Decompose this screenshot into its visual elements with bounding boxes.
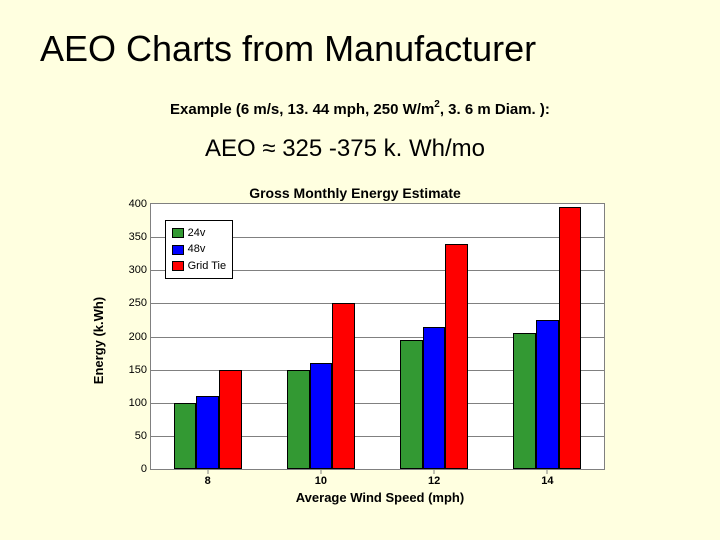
chart-title: Gross Monthly Energy Estimate — [100, 185, 610, 201]
bar — [219, 370, 242, 469]
bar — [423, 327, 446, 469]
bar — [196, 396, 219, 469]
bar — [174, 403, 197, 469]
legend-row: 48v — [172, 241, 227, 258]
x-tick-label: 8 — [205, 475, 211, 487]
x-tick-label: 10 — [315, 475, 327, 487]
y-tick-label: 0 — [141, 463, 151, 475]
x-tick-mark — [207, 469, 208, 474]
x-tick-label: 14 — [541, 475, 553, 487]
y-tick-label: 200 — [129, 331, 151, 343]
legend-row: Grid Tie — [172, 258, 227, 275]
chart-container: Gross Monthly Energy Estimate Energy (k.… — [100, 185, 610, 505]
bar — [287, 370, 310, 469]
y-tick-label: 400 — [129, 198, 151, 210]
bar — [559, 207, 582, 469]
bar — [445, 244, 468, 469]
x-tick-mark — [434, 469, 435, 474]
plot-area: 050100150200250300350400810121424v48vGri… — [150, 203, 605, 470]
example-subtitle: Example (6 m/s, 13. 44 mph, 250 W/m2, 3.… — [170, 100, 550, 118]
bar — [513, 333, 536, 469]
subtitle-super: 2 — [434, 99, 440, 110]
x-tick-mark — [547, 469, 548, 474]
legend-swatch — [172, 261, 184, 271]
bar — [332, 303, 355, 469]
legend-swatch — [172, 245, 184, 255]
x-axis-label: Average Wind Speed (mph) — [150, 490, 610, 505]
y-tick-label: 50 — [135, 430, 151, 442]
y-tick-label: 250 — [129, 297, 151, 309]
legend-row: 24v — [172, 225, 227, 242]
bar — [536, 320, 559, 469]
legend-label: 48v — [188, 241, 206, 258]
legend-swatch — [172, 228, 184, 238]
y-tick-label: 100 — [129, 397, 151, 409]
legend: 24v48vGrid Tie — [165, 220, 234, 280]
subtitle-suf: , 3. 6 m Diam. ): — [440, 101, 550, 118]
bar — [310, 363, 333, 469]
legend-label: Grid Tie — [188, 258, 227, 275]
slide: AEO Charts from Manufacturer Example (6 … — [0, 0, 720, 540]
y-tick-label: 150 — [129, 364, 151, 376]
gridline — [151, 303, 604, 304]
x-tick-label: 12 — [428, 475, 440, 487]
y-tick-label: 350 — [129, 231, 151, 243]
y-axis-label: Energy (k.Wh) — [88, 205, 110, 475]
bar — [400, 340, 423, 469]
page-title: AEO Charts from Manufacturer — [40, 28, 536, 70]
legend-label: 24v — [188, 225, 206, 242]
subtitle-pre: Example (6 m/s, 13. 44 mph, 250 W/m — [170, 101, 434, 118]
x-tick-mark — [320, 469, 321, 474]
y-tick-label: 300 — [129, 264, 151, 276]
result-line: AEO ≈ 325 -375 k. Wh/mo — [205, 135, 485, 163]
